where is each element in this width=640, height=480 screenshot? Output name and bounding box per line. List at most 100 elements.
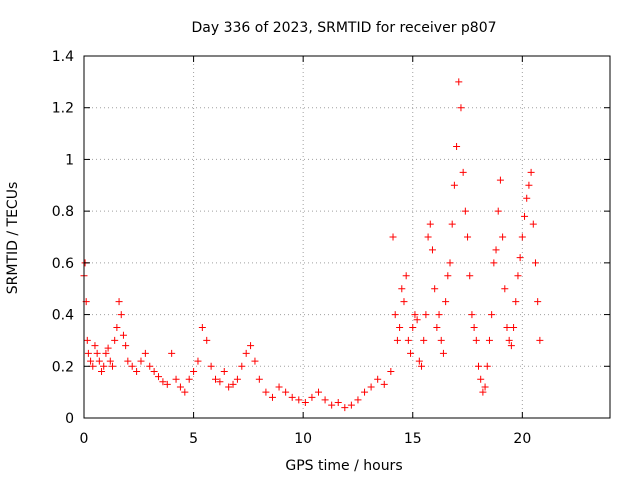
data-point <box>459 168 467 176</box>
data-point <box>242 349 250 357</box>
data-point <box>275 383 283 391</box>
data-point <box>512 298 520 306</box>
data-point <box>119 331 127 339</box>
data-point <box>391 311 399 319</box>
data-point <box>477 375 485 383</box>
data-point <box>446 259 454 267</box>
data-point <box>113 324 121 331</box>
data-point <box>122 342 130 350</box>
data-point <box>128 362 136 370</box>
data-point <box>380 380 388 388</box>
data-point <box>510 324 518 331</box>
data-point <box>426 220 434 228</box>
data-point <box>108 362 116 370</box>
data-point <box>411 311 419 319</box>
data-point <box>301 398 309 406</box>
data-point <box>536 336 544 344</box>
data-point <box>124 357 132 365</box>
data-point <box>361 388 369 396</box>
data-point <box>488 311 496 319</box>
data-point <box>238 362 246 370</box>
data-point <box>422 311 430 319</box>
data-point <box>176 383 184 391</box>
data-point <box>424 233 432 241</box>
data-point <box>198 324 206 331</box>
data-point <box>402 272 410 280</box>
data-point <box>150 367 158 375</box>
data-point <box>527 168 535 176</box>
data-point <box>288 393 296 401</box>
data-point <box>492 246 500 254</box>
data-point <box>464 233 472 241</box>
data-point <box>225 383 233 391</box>
data-point <box>251 357 259 365</box>
data-point <box>444 272 452 280</box>
data-point <box>190 367 198 375</box>
y-tick-label: 0.4 <box>52 308 74 324</box>
data-point <box>415 357 423 365</box>
y-tick-label: 1.2 <box>52 101 74 117</box>
data-point <box>485 336 493 344</box>
data-point <box>461 207 469 215</box>
data-point <box>503 324 511 331</box>
y-tick-label: 0.6 <box>52 256 74 272</box>
data-point <box>354 396 362 404</box>
data-point <box>255 375 263 383</box>
data-point <box>468 311 476 319</box>
data-point <box>534 298 542 306</box>
data-point <box>448 220 456 228</box>
data-point <box>418 362 426 370</box>
grid-lines <box>84 56 610 418</box>
data-point <box>466 272 474 280</box>
x-tick-label: 15 <box>404 431 422 447</box>
axis-ticks: 0 0.2 0.4 0.6 0.8 1 1.2 1.4 0 5 10 15 20 <box>52 49 610 447</box>
data-point <box>347 401 355 409</box>
data-point <box>496 176 504 184</box>
data-point <box>93 349 101 357</box>
chart-title: Day 336 of 2023, SRMTID for receiver p80… <box>191 20 496 36</box>
data-point <box>100 362 108 370</box>
data-point <box>387 367 395 375</box>
data-point <box>481 383 489 391</box>
data-point <box>185 375 193 383</box>
data-point <box>89 362 97 370</box>
data-point <box>115 298 123 306</box>
data-point <box>437 336 445 344</box>
data-point <box>400 298 408 306</box>
data-point <box>450 181 458 189</box>
data-point <box>501 285 509 293</box>
data-point <box>203 336 211 344</box>
data-point <box>413 316 421 324</box>
data-point <box>475 362 482 370</box>
data-point <box>262 388 270 396</box>
data-point <box>374 375 382 383</box>
data-point <box>117 311 125 319</box>
data-point <box>315 388 323 396</box>
data-point <box>133 367 141 375</box>
data-point <box>457 104 465 112</box>
data-point <box>518 233 526 241</box>
y-axis-label: SRMTID / TECUs <box>5 182 21 295</box>
data-point <box>106 357 114 365</box>
data-point <box>268 393 276 401</box>
data-point <box>229 380 237 388</box>
y-tick-label: 0.8 <box>52 204 74 220</box>
data-point <box>404 336 412 344</box>
data-point <box>91 342 99 350</box>
data-point <box>233 375 241 383</box>
x-tick-label: 20 <box>513 431 531 447</box>
data-point <box>472 336 480 344</box>
data-point <box>98 367 106 375</box>
data-point <box>439 349 447 357</box>
data-point <box>367 383 375 391</box>
plot-frame <box>83 55 611 419</box>
data-point <box>490 259 498 267</box>
data-point <box>435 311 443 319</box>
data-point <box>525 181 533 189</box>
data-point <box>455 78 463 86</box>
data-point <box>308 393 316 401</box>
data-point <box>212 375 219 383</box>
data-point <box>431 285 439 293</box>
data-point <box>516 254 524 262</box>
